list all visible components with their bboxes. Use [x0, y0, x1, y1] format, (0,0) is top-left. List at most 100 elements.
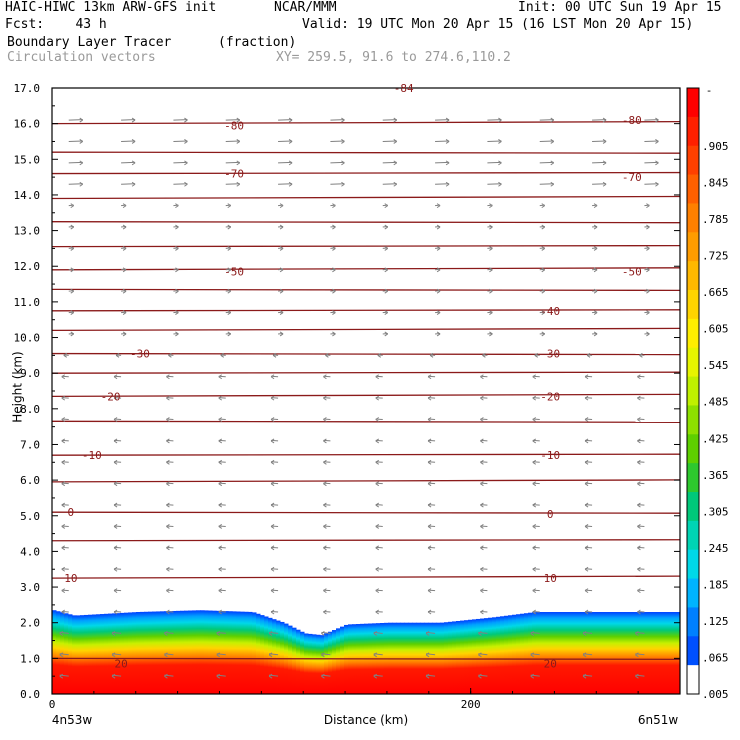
tracer-column	[172, 610, 177, 694]
colorbar-frame	[686, 87, 700, 695]
circulation-vector	[59, 652, 69, 658]
y-tick-label: 16.0	[14, 118, 41, 131]
circulation-vector	[68, 117, 84, 123]
isotherm-label: -20	[540, 390, 560, 403]
circulation-vector	[487, 181, 502, 187]
circulation-vector	[539, 181, 555, 187]
circulation-vector	[480, 524, 488, 529]
circulation-vector	[539, 310, 546, 315]
tracer-column	[84, 614, 89, 694]
circulation-vector	[532, 609, 540, 615]
tracer-column	[508, 615, 513, 694]
circulation-vector	[373, 652, 383, 658]
circulation-vector	[586, 352, 593, 358]
circulation-vector	[487, 160, 502, 166]
circulation-vector	[532, 395, 540, 401]
circulation-vector	[268, 673, 279, 679]
circulation-vector	[644, 181, 659, 187]
circulation-vector	[637, 545, 645, 551]
tracer-column	[548, 612, 553, 694]
x-axis-label: Distance (km)	[324, 713, 408, 727]
circulation-vector	[268, 652, 279, 658]
circulation-vector	[216, 673, 226, 679]
circulation-vector	[218, 609, 226, 615]
y-tick-label: 5.0	[20, 510, 40, 523]
circulation-vector	[278, 139, 293, 144]
tracer-column	[588, 612, 593, 694]
circulation-vector	[321, 630, 331, 636]
circulation-vector	[584, 395, 593, 401]
tracer-column	[652, 612, 657, 694]
circulation-vector	[592, 181, 607, 187]
tracer-column	[656, 612, 661, 694]
circulation-vector	[270, 438, 279, 444]
circulation-vector	[635, 673, 645, 679]
isotherm-line	[51, 327, 681, 332]
y-tick-label: 7.0	[20, 438, 40, 451]
tracer-column	[468, 619, 473, 694]
circulation-vector	[487, 245, 493, 251]
tracer-column	[324, 633, 329, 694]
circulation-vector	[113, 417, 122, 422]
circulation-vector	[644, 310, 650, 315]
colorbar-label: .485	[702, 396, 729, 409]
circulation-vector	[539, 288, 546, 294]
circulation-vector	[166, 524, 174, 529]
circulation-vector	[113, 438, 122, 444]
circulation-vector	[487, 331, 493, 337]
circulation-vector	[173, 181, 188, 187]
model-title: HAIC-HIWC 13km ARW-GFS init	[5, 0, 217, 15]
tracer-column	[496, 616, 501, 694]
circulation-vector	[637, 502, 645, 508]
y-tick-label: 1.0	[20, 652, 40, 665]
circulation-vector	[330, 203, 336, 209]
circulation-vector	[532, 545, 540, 551]
tracer-column	[480, 618, 485, 694]
tracer-column	[96, 614, 101, 694]
tracer-column	[300, 631, 305, 694]
isotherm-line	[51, 195, 681, 200]
tracer-column	[340, 626, 345, 694]
circulation-vector	[121, 245, 127, 251]
circulation-vector	[166, 502, 174, 508]
circulation-vector	[61, 459, 69, 465]
tracer-column	[600, 612, 605, 694]
circulation-vector	[427, 588, 436, 594]
tracer-column	[544, 612, 549, 694]
circulation-vector	[584, 566, 593, 572]
circulation-vector	[173, 310, 179, 315]
circulation-vector	[532, 588, 540, 594]
circulation-vector	[173, 224, 179, 230]
circulation-vector	[330, 224, 336, 230]
tracer-column	[536, 612, 541, 694]
tracer-column	[256, 613, 261, 694]
circulation-vector	[61, 374, 69, 380]
circulation-vector	[323, 566, 331, 572]
circulation-vector	[325, 352, 331, 358]
circulation-vector	[278, 331, 284, 337]
circulation-vector	[121, 267, 127, 273]
tracer-column	[280, 621, 285, 694]
circulation-vector	[487, 224, 493, 230]
tracer-column	[76, 615, 81, 694]
circulation-vector	[487, 288, 493, 294]
tracer-column	[120, 612, 125, 694]
tracer-column	[52, 610, 57, 694]
xy-range: XY= 259.5, 91.6 to 274.6,110.2	[276, 50, 511, 65]
org-title: NCAR/MMM	[274, 0, 337, 15]
circulation-vector	[278, 288, 284, 294]
y-tick-label: 17.0	[14, 82, 41, 95]
isotherm-label: 20	[544, 658, 557, 671]
tracer-column	[444, 622, 449, 694]
circulation-vector	[644, 245, 650, 251]
circulation-vector	[113, 609, 122, 615]
y-tick-label: 15.0	[14, 153, 41, 166]
circulation-vector	[218, 588, 226, 594]
circulation-vector	[218, 395, 226, 401]
tracer-column	[556, 612, 561, 694]
isotherm-label: -30	[540, 348, 560, 361]
tracer-column	[572, 612, 577, 694]
circulation-vector	[375, 502, 383, 508]
tracer-column	[260, 615, 265, 694]
tracer-column	[244, 611, 249, 694]
